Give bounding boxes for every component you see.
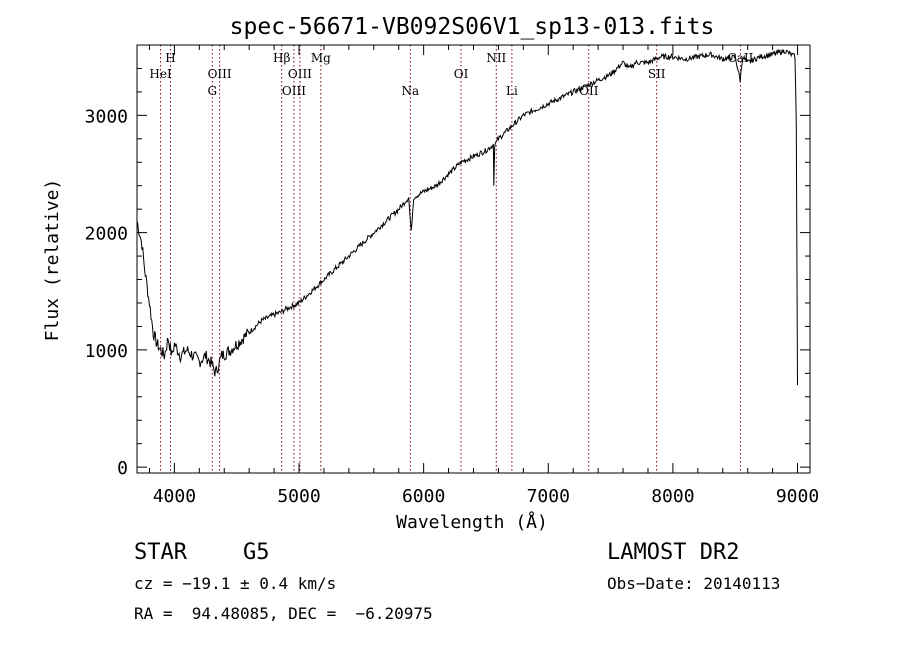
spectral-line-label: OIII	[208, 67, 232, 81]
redshift-value: cz = −19.1 ± 0.4 km/s	[134, 574, 337, 593]
survey-name: LAMOST DR2	[607, 540, 740, 565]
y-tick-label: 3000	[85, 106, 128, 127]
object-class: STAR	[134, 540, 187, 565]
spectral-line-label: H	[165, 51, 175, 65]
x-tick-label: 4000	[153, 486, 196, 507]
x-axis-title: Wavelength (Å)	[396, 511, 548, 533]
observation-date: Obs−Date: 20140113	[607, 574, 781, 593]
object-subclass: G5	[243, 540, 270, 565]
spectral-line-label: G	[207, 84, 217, 98]
y-axis-ticks: 0 1000 2000 3000	[85, 67, 810, 479]
spectral-line-label: Li	[506, 84, 518, 98]
x-tick-label: 6000	[402, 486, 445, 507]
x-tick-label: 8000	[651, 486, 694, 507]
spectral-line-label: Hβ	[273, 51, 290, 65]
spectral-line-markers	[160, 45, 741, 473]
y-tick-label: 1000	[85, 341, 128, 362]
spectral-line-label: CaII	[728, 51, 754, 65]
spectral-line-labels: HeI H OIII G Hβ OIII OIII Mg Na OI NII Li OII SII CaII	[149, 51, 753, 98]
spectral-line-label: Mg	[311, 51, 331, 65]
spectral-line-label: HeI	[149, 67, 172, 81]
x-tick-label: 5000	[277, 486, 320, 507]
x-tick-label: 9000	[776, 486, 819, 507]
y-tick-label: 2000	[85, 224, 128, 245]
spectrum-series-line	[136, 48, 798, 386]
spectral-line-label: OI	[454, 67, 469, 81]
spectral-line-label: NII	[486, 51, 506, 65]
spectral-line-label: OIII	[282, 84, 306, 98]
y-tick-label: 0	[117, 458, 128, 479]
spectral-line-label: Na	[401, 84, 419, 98]
plot-frame	[136, 44, 811, 474]
chart-title: spec-56671-VB092S06V1_sp13-013.fits	[230, 14, 715, 40]
x-tick-label: 7000	[527, 486, 570, 507]
spectral-line-label: SII	[648, 67, 666, 81]
spectral-line-label: OIII	[288, 67, 312, 81]
spectral-line-label: OII	[579, 84, 599, 98]
x-axis-ticks: 4000 5000 6000 7000 8000 9000	[148, 45, 819, 507]
y-axis-title: Flux (relative)	[42, 179, 63, 342]
coordinates: RA = 94.48085, DEC = −6.20975	[134, 604, 433, 623]
